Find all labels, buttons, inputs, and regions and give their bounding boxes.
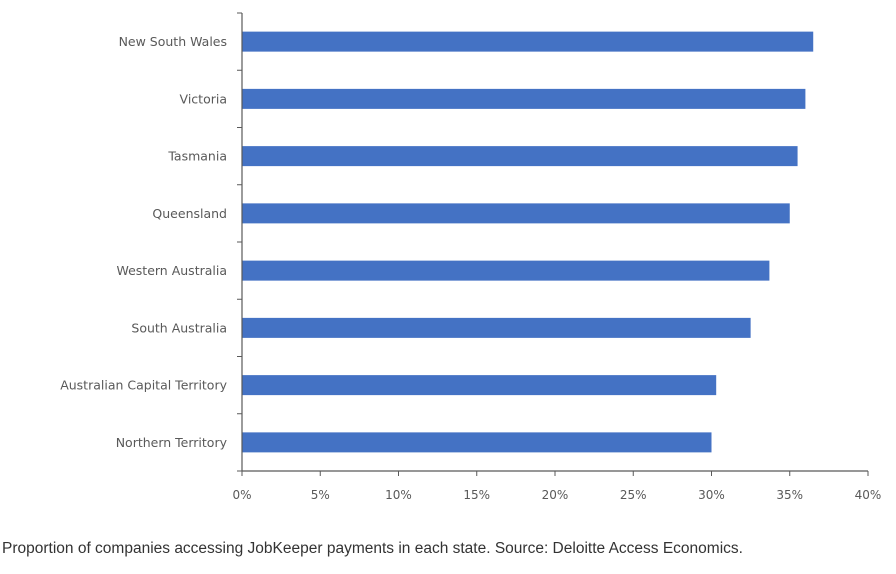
x-tick-label: 10% xyxy=(385,488,412,502)
bar xyxy=(242,203,790,224)
x-tick-label: 35% xyxy=(776,488,803,502)
bar xyxy=(242,375,717,396)
category-label: Northern Territory xyxy=(116,435,228,450)
figure-caption: Proportion of companies accessing JobKee… xyxy=(2,540,743,557)
x-tick-label: 25% xyxy=(620,488,647,502)
x-tick-label: 30% xyxy=(698,488,725,502)
x-tick-label: 40% xyxy=(855,488,882,502)
category-label: Western Australia xyxy=(116,263,227,278)
bar xyxy=(242,317,751,338)
category-label: Queensland xyxy=(152,206,227,221)
category-label: Tasmania xyxy=(167,149,227,164)
x-tick-label: 0% xyxy=(232,488,251,502)
y-axis xyxy=(237,12,243,472)
bar xyxy=(242,31,814,52)
category-label: Victoria xyxy=(180,91,227,106)
x-tick-label: 20% xyxy=(542,488,569,502)
bar xyxy=(242,88,806,109)
category-label: New South Wales xyxy=(119,34,227,49)
x-axis: 0% 5% 10% 15% 20% 25% 30% 35% 40% xyxy=(232,470,882,502)
bar xyxy=(242,260,770,281)
category-label: South Australia xyxy=(131,320,227,335)
x-tick-label: 5% xyxy=(311,488,330,502)
bar xyxy=(242,432,712,453)
x-tick-label: 15% xyxy=(463,488,490,502)
bar xyxy=(242,146,798,167)
category-label: Australian Capital Territory xyxy=(60,378,227,393)
bars-group xyxy=(242,31,814,453)
bar-chart: New South Wales Victoria Tasmania Queenslan… xyxy=(60,12,882,502)
category-labels-group: New South Wales Victoria Tasmania Queenslan… xyxy=(60,34,227,450)
